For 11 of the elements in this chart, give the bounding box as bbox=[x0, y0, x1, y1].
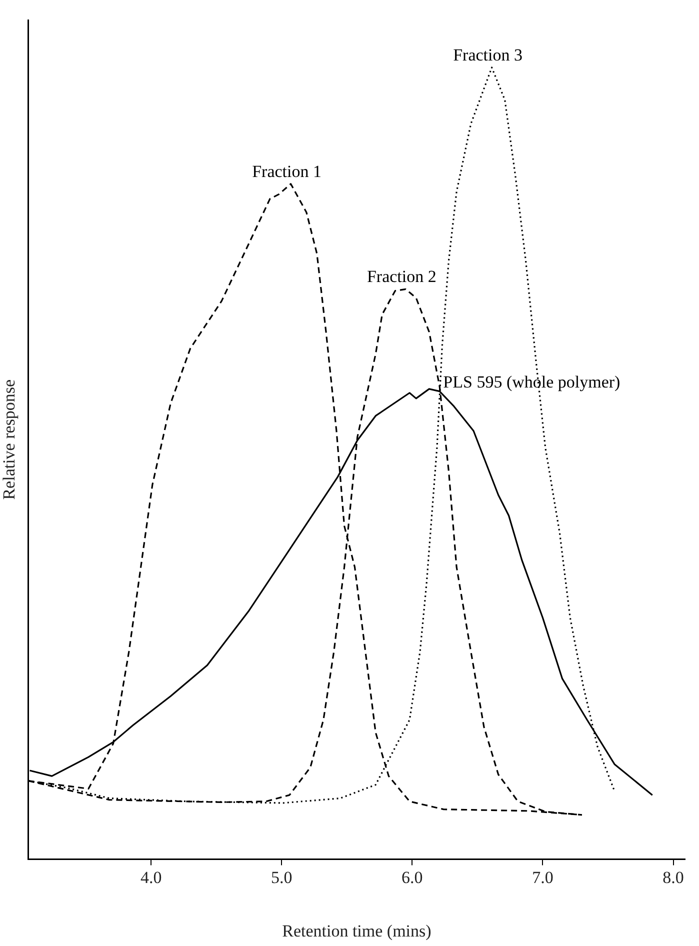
x-tick-label: 7.0 bbox=[532, 868, 554, 887]
x-tick-label: 5.0 bbox=[271, 868, 292, 887]
series-label: Fraction 2 bbox=[366, 267, 436, 286]
x-tick-label: 4.0 bbox=[140, 868, 162, 887]
x-tick-label: 6.0 bbox=[402, 868, 423, 887]
x-tick-label: 8.0 bbox=[662, 868, 684, 887]
series-label: Fraction 1 bbox=[252, 162, 322, 181]
series-label: Fraction 3 bbox=[453, 45, 523, 64]
x-axis-title: Retention time (mins) bbox=[282, 921, 432, 940]
series-label: PLS 595 (whole polymer) bbox=[443, 372, 620, 392]
y-axis-title: Relative response bbox=[0, 379, 19, 500]
